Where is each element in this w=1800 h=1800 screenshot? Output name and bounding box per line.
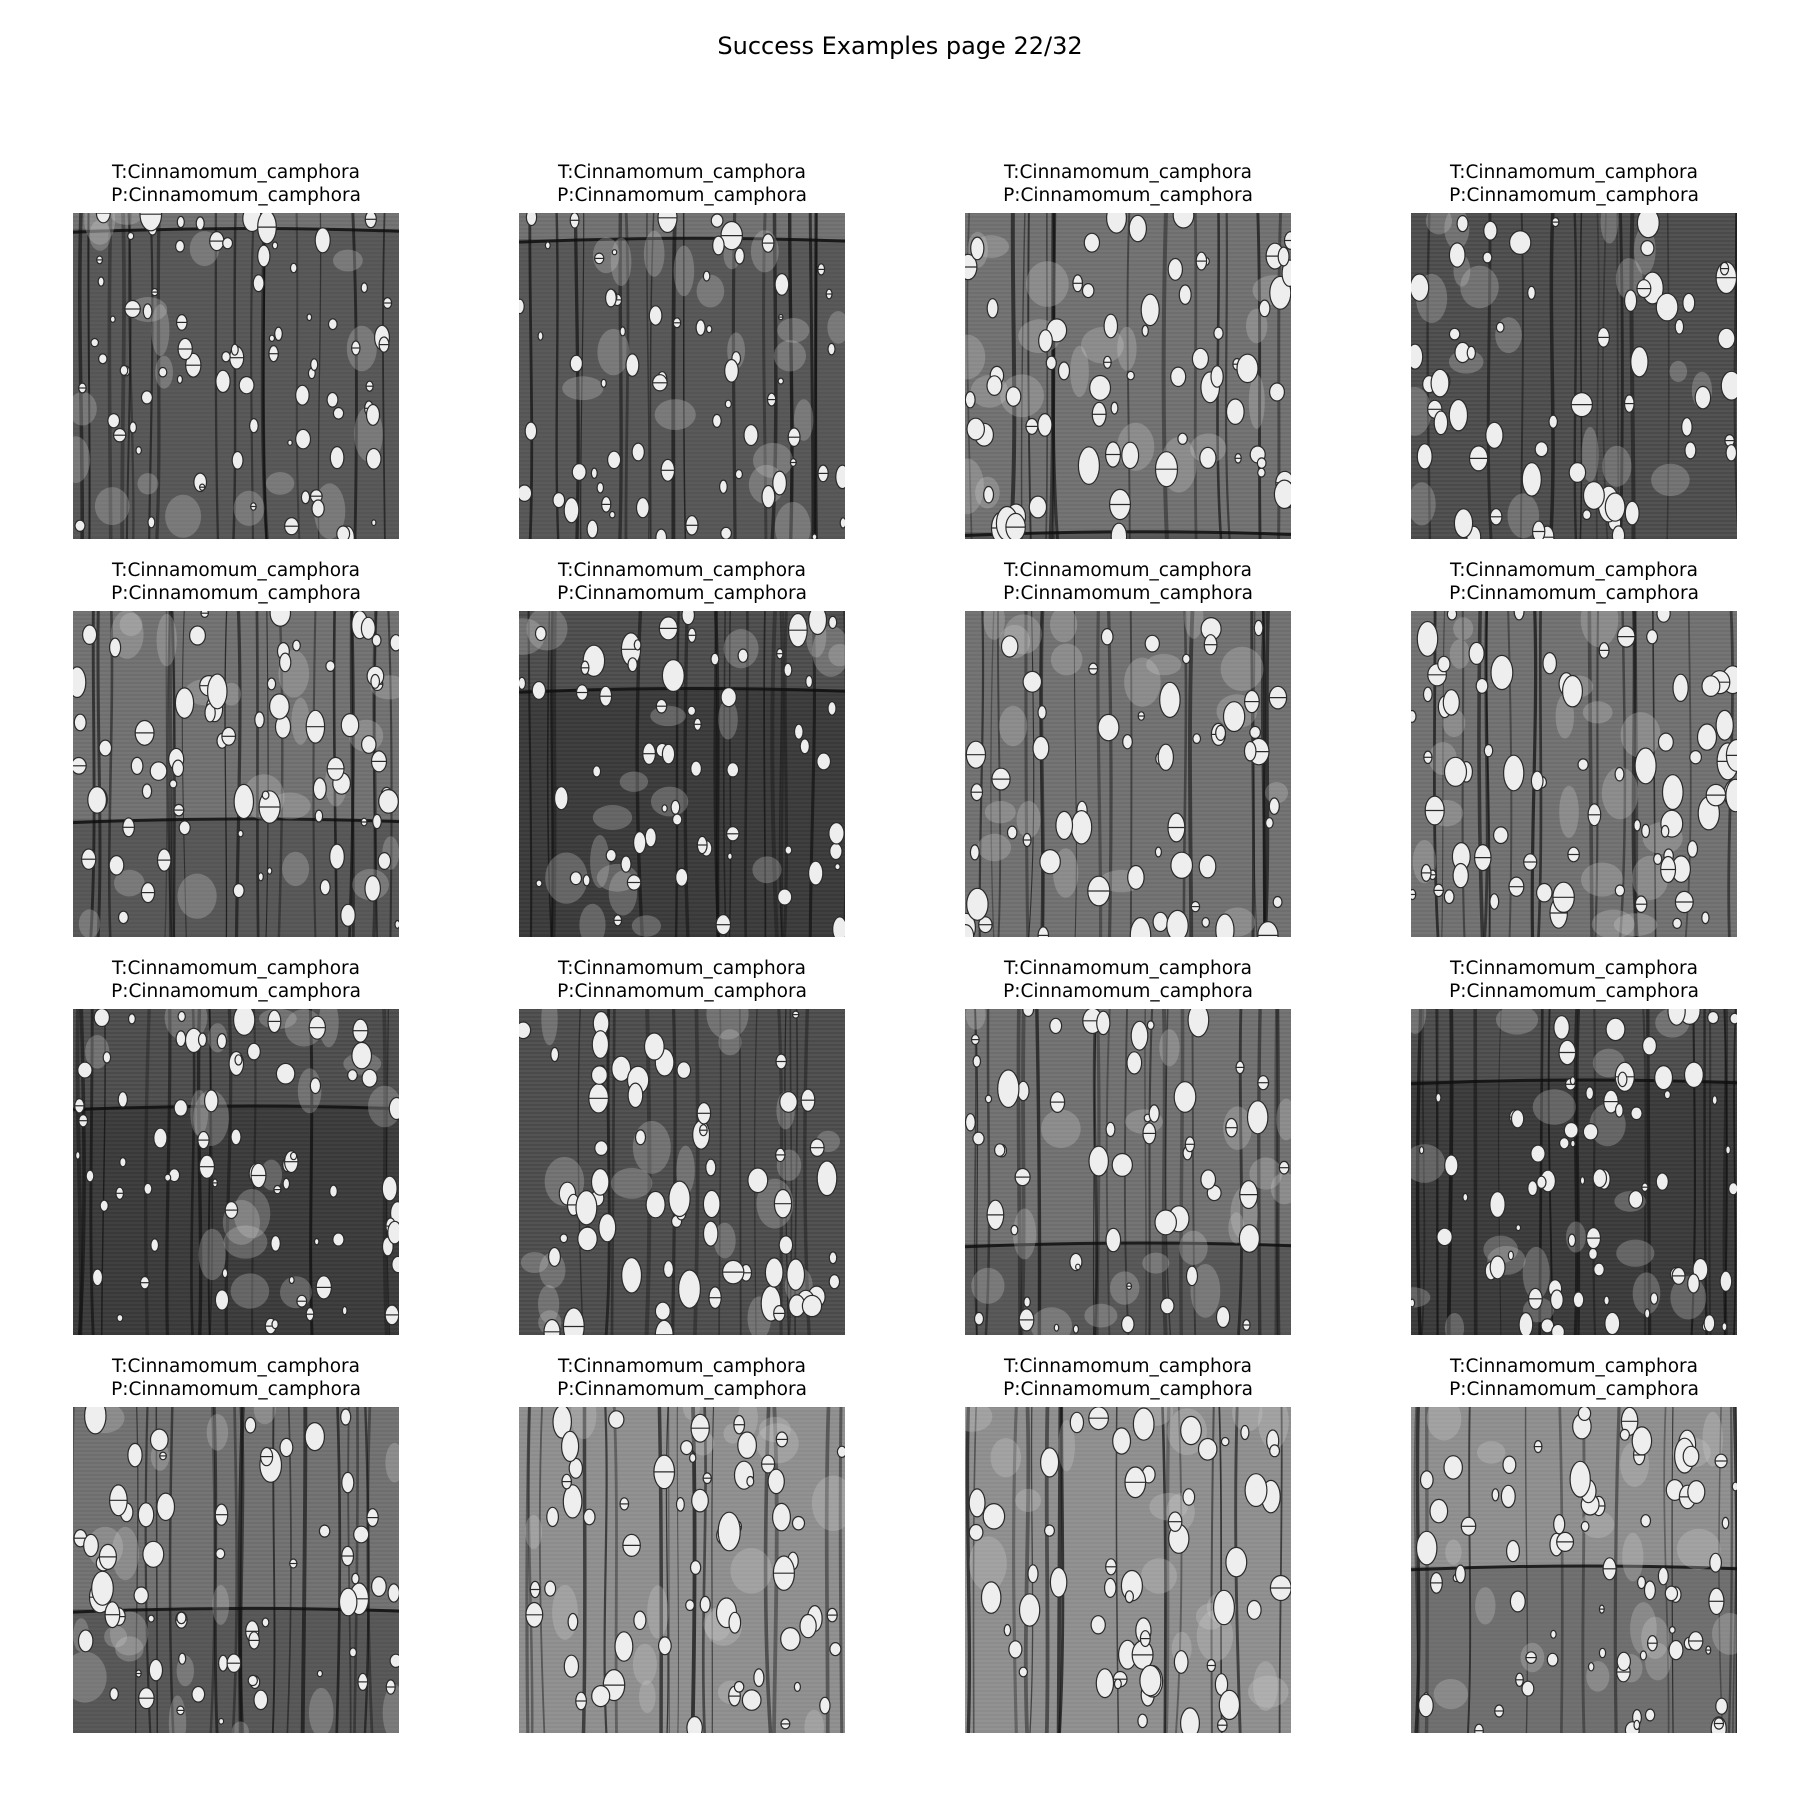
predicted-label: P:Cinnamomum_camphora — [1449, 981, 1699, 1002]
true-label: T:Cinnamomum_camphora — [1004, 162, 1252, 183]
true-label: T:Cinnamomum_camphora — [1004, 958, 1252, 979]
predicted-label: P:Cinnamomum_camphora — [1003, 981, 1253, 1002]
wood-micrograph-image — [965, 611, 1291, 937]
predicted-label: P:Cinnamomum_camphora — [557, 981, 807, 1002]
wood-micrograph-image — [965, 213, 1291, 539]
sample-title: T:Cinnamomum_camphora P:Cinnamomum_campho… — [459, 161, 905, 207]
predicted-label: P:Cinnamomum_camphora — [1449, 1379, 1699, 1400]
true-label: T:Cinnamomum_camphora — [1004, 1356, 1252, 1377]
wood-micrograph-image — [1411, 1407, 1737, 1733]
wood-micrograph-image — [1411, 213, 1737, 539]
predicted-label: P:Cinnamomum_camphora — [1003, 1379, 1253, 1400]
predicted-label: P:Cinnamomum_camphora — [111, 1379, 361, 1400]
sample-title: T:Cinnamomum_camphora P:Cinnamomum_campho… — [1351, 559, 1797, 605]
wood-micrograph-image — [73, 611, 399, 937]
predicted-label: P:Cinnamomum_camphora — [1449, 583, 1699, 604]
sample-title: T:Cinnamomum_camphora P:Cinnamomum_campho… — [13, 957, 459, 1003]
true-label: T:Cinnamomum_camphora — [112, 1356, 360, 1377]
wood-micrograph-image — [519, 213, 845, 539]
sample-title: T:Cinnamomum_camphora P:Cinnamomum_campho… — [459, 1355, 905, 1401]
sample-title: T:Cinnamomum_camphora P:Cinnamomum_campho… — [905, 957, 1351, 1003]
wood-micrograph-image — [73, 213, 399, 539]
sample-title: T:Cinnamomum_camphora P:Cinnamomum_campho… — [13, 559, 459, 605]
true-label: T:Cinnamomum_camphora — [1450, 1356, 1698, 1377]
sample-title: T:Cinnamomum_camphora P:Cinnamomum_campho… — [459, 957, 905, 1003]
wood-micrograph-image — [519, 611, 845, 937]
sample-title: T:Cinnamomum_camphora P:Cinnamomum_campho… — [1351, 161, 1797, 207]
figure-title: Success Examples page 22/32 — [717, 32, 1083, 60]
true-label: T:Cinnamomum_camphora — [1450, 958, 1698, 979]
predicted-label: P:Cinnamomum_camphora — [1449, 185, 1699, 206]
predicted-label: P:Cinnamomum_camphora — [111, 583, 361, 604]
true-label: T:Cinnamomum_camphora — [558, 162, 806, 183]
true-label: T:Cinnamomum_camphora — [1450, 162, 1698, 183]
true-label: T:Cinnamomum_camphora — [558, 1356, 806, 1377]
wood-micrograph-image — [965, 1407, 1291, 1733]
sample-title: T:Cinnamomum_camphora P:Cinnamomum_campho… — [459, 559, 905, 605]
true-label: T:Cinnamomum_camphora — [1004, 560, 1252, 581]
wood-micrograph-image — [73, 1009, 399, 1335]
predicted-label: P:Cinnamomum_camphora — [557, 583, 807, 604]
wood-micrograph-image — [965, 1009, 1291, 1335]
true-label: T:Cinnamomum_camphora — [558, 958, 806, 979]
sample-title: T:Cinnamomum_camphora P:Cinnamomum_campho… — [1351, 957, 1797, 1003]
predicted-label: P:Cinnamomum_camphora — [1003, 583, 1253, 604]
sample-title: T:Cinnamomum_camphora P:Cinnamomum_campho… — [13, 161, 459, 207]
sample-title: T:Cinnamomum_camphora P:Cinnamomum_campho… — [905, 1355, 1351, 1401]
wood-micrograph-image — [73, 1407, 399, 1733]
sample-title: T:Cinnamomum_camphora P:Cinnamomum_campho… — [1351, 1355, 1797, 1401]
true-label: T:Cinnamomum_camphora — [112, 560, 360, 581]
sample-title: T:Cinnamomum_camphora P:Cinnamomum_campho… — [905, 559, 1351, 605]
wood-micrograph-image — [519, 1407, 845, 1733]
true-label: T:Cinnamomum_camphora — [558, 560, 806, 581]
wood-micrograph-image — [519, 1009, 845, 1335]
wood-micrograph-image — [1411, 611, 1737, 937]
sample-title: T:Cinnamomum_camphora P:Cinnamomum_campho… — [13, 1355, 459, 1401]
sample-title: T:Cinnamomum_camphora P:Cinnamomum_campho… — [905, 161, 1351, 207]
true-label: T:Cinnamomum_camphora — [112, 162, 360, 183]
true-label: T:Cinnamomum_camphora — [112, 958, 360, 979]
predicted-label: P:Cinnamomum_camphora — [1003, 185, 1253, 206]
predicted-label: P:Cinnamomum_camphora — [111, 185, 361, 206]
predicted-label: P:Cinnamomum_camphora — [111, 981, 361, 1002]
true-label: T:Cinnamomum_camphora — [1450, 560, 1698, 581]
predicted-label: P:Cinnamomum_camphora — [557, 1379, 807, 1400]
predicted-label: P:Cinnamomum_camphora — [557, 185, 807, 206]
wood-micrograph-image — [1411, 1009, 1737, 1335]
